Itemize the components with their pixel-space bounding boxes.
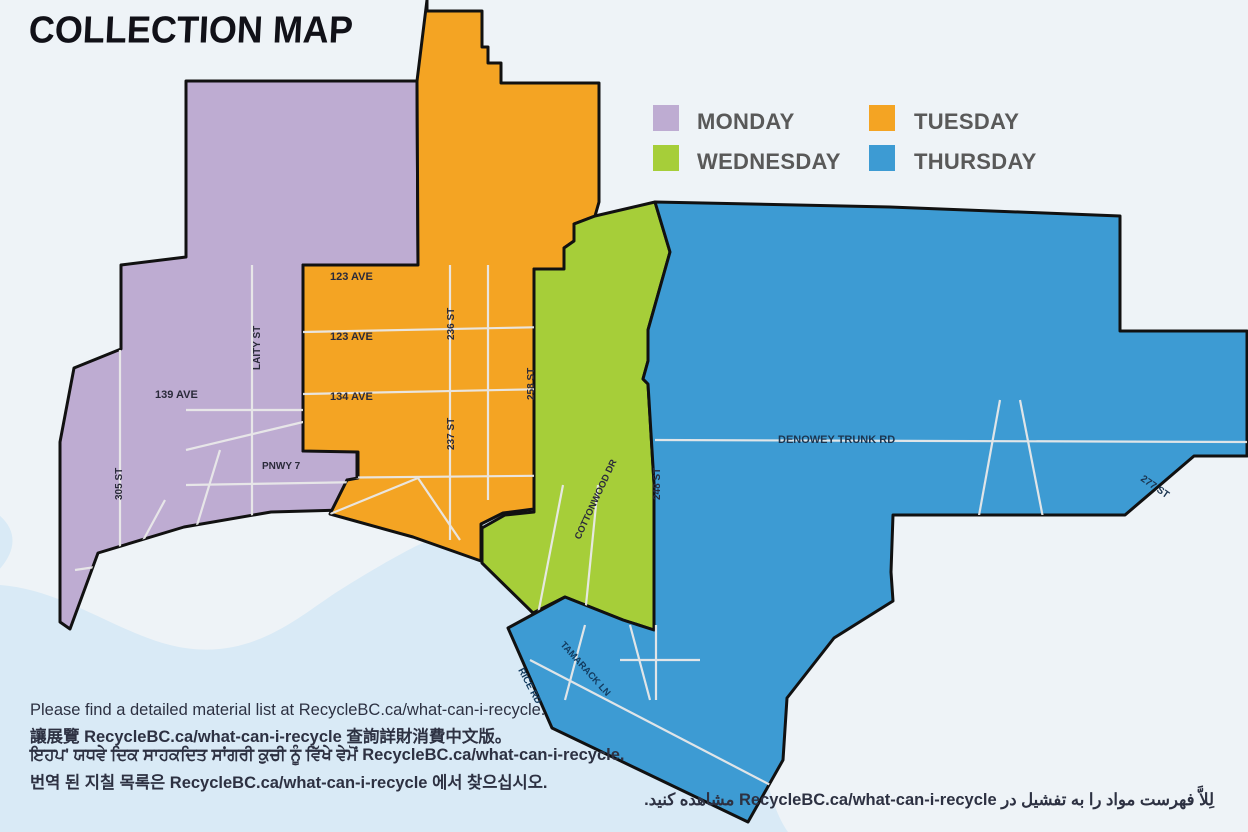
svg-text:139 AVE: 139 AVE	[155, 389, 198, 401]
svg-text:DENOWEY TRUNK RD: DENOWEY TRUNK RD	[778, 434, 895, 446]
svg-text:PNWY 7: PNWY 7	[262, 461, 301, 472]
svg-text:248 ST: 248 ST	[652, 468, 663, 500]
svg-text:123 AVE: 123 AVE	[330, 331, 373, 343]
svg-text:305 ST: 305 ST	[114, 468, 125, 500]
svg-text:237 ST: 237 ST	[446, 418, 457, 450]
svg-text:123 AVE: 123 AVE	[330, 271, 373, 283]
svg-text:258 ST: 258 ST	[526, 368, 537, 400]
svg-text:LAITY ST: LAITY ST	[252, 326, 263, 370]
svg-text:134 AVE: 134 AVE	[330, 391, 373, 403]
svg-text:236 ST: 236 ST	[446, 308, 457, 340]
